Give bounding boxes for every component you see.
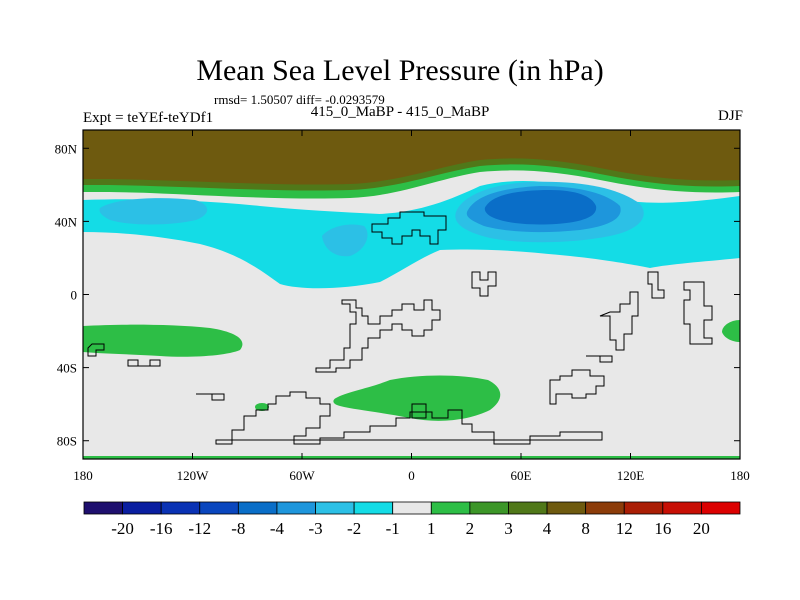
- colorbar-label: 20: [693, 519, 710, 538]
- south-pacific-islands-2-outline: [196, 393, 225, 401]
- antarctic-coast-outline: [411, 403, 427, 419]
- arctic-band-brown: [83, 130, 740, 185]
- y-tick-label: 0: [71, 288, 78, 303]
- colorbar-swatch: [122, 501, 162, 515]
- colorbar-swatch: [83, 501, 123, 515]
- x-axis: 180 120W 60W 0 60E 120E 180: [73, 130, 750, 483]
- indian-ocean-high: [722, 320, 740, 342]
- x-tick-label: 120W: [177, 468, 210, 483]
- colorbar-label: -16: [150, 519, 173, 538]
- colorbar-label: -4: [270, 519, 285, 538]
- eurasian-low-core: [484, 190, 597, 225]
- colorbar-label: -8: [231, 519, 245, 538]
- y-axis: 80N 40N 0 40S 80S: [55, 141, 740, 449]
- colorbar: -20 -16 -12 -8 -4 -3 -2 -1 1 2 3 4 8 12 16 20: [83, 501, 741, 538]
- colorbar-label: 2: [466, 519, 475, 538]
- colorbar-label: 3: [504, 519, 513, 538]
- west-pacific-islands-outline: [87, 343, 105, 357]
- x-tick-label: 180: [73, 468, 93, 483]
- y-tick-label: 40N: [55, 214, 78, 229]
- south-pacific-high: [83, 324, 243, 357]
- india-outline: [471, 271, 497, 297]
- maritime-outline: [586, 355, 613, 363]
- se-asia-outline: [599, 291, 639, 351]
- colorbar-label: 12: [616, 519, 633, 538]
- colorbar-label: -1: [386, 519, 400, 538]
- australia-outline: [549, 369, 605, 405]
- colorbar-swatch: [662, 501, 702, 515]
- colorbar-label: 8: [581, 519, 590, 538]
- x-tick-label: 60E: [511, 468, 532, 483]
- comparison-label: 415_0_MaBP - 415_0_MaBP: [310, 104, 490, 120]
- pacific-islands-outline: [647, 271, 665, 299]
- south-atlantic-high: [333, 375, 501, 421]
- colorbar-label: -20: [111, 519, 134, 538]
- south-america-outline: [215, 391, 603, 445]
- colorbar-swatch: [585, 501, 625, 515]
- colorbar-swatch: [430, 501, 471, 515]
- y-tick-label: 80S: [57, 434, 77, 449]
- colorbar-swatch: [276, 501, 316, 515]
- x-tick-label: 0: [408, 468, 415, 483]
- season-label: DJF: [717, 108, 743, 124]
- colorbar-swatch: [392, 501, 432, 515]
- colorbar-label: 4: [543, 519, 552, 538]
- x-tick-label: 120E: [617, 468, 645, 483]
- africa-arabia-outline: [315, 299, 441, 373]
- europe-asia-outline: [371, 211, 447, 245]
- east-asia-outline: [683, 281, 713, 345]
- field-layer: [83, 130, 740, 459]
- colorbar-label: 1: [427, 519, 436, 538]
- chart-title: Mean Sea Level Pressure (in hPa): [196, 54, 604, 87]
- experiment-label: Expt = teYEf-teYDf1: [83, 110, 214, 126]
- colorbar-swatch: [701, 501, 741, 515]
- south-pacific-islands-outline: [127, 359, 161, 367]
- colorbar-label: 16: [654, 519, 671, 538]
- colorbar-swatch: [237, 501, 278, 515]
- colorbar-label: -2: [347, 519, 361, 538]
- colorbar-swatch: [160, 501, 201, 515]
- colorbar-swatch: [315, 501, 355, 515]
- colorbar-swatch: [199, 501, 239, 515]
- north-atlantic-low-core: [322, 224, 368, 257]
- south-small-high: [255, 403, 269, 411]
- colorbar-swatch: [469, 501, 509, 515]
- colorbar-label: -3: [308, 519, 322, 538]
- x-tick-label: 60W: [289, 468, 315, 483]
- coastlines: [87, 211, 713, 445]
- north-pacific-low-core: [99, 198, 208, 225]
- colorbar-swatch: [546, 501, 587, 515]
- colorbar-swatch: [508, 501, 548, 515]
- colorbar-swatch: [353, 501, 394, 515]
- y-tick-label: 40S: [57, 361, 77, 376]
- y-tick-label: 80N: [55, 141, 78, 156]
- x-tick-label: 180: [730, 468, 750, 483]
- stats-line: rmsd= 1.50507 diff= -0.0293579: [214, 92, 385, 107]
- colorbar-label: -12: [188, 519, 211, 538]
- colorbar-swatch: [623, 501, 664, 515]
